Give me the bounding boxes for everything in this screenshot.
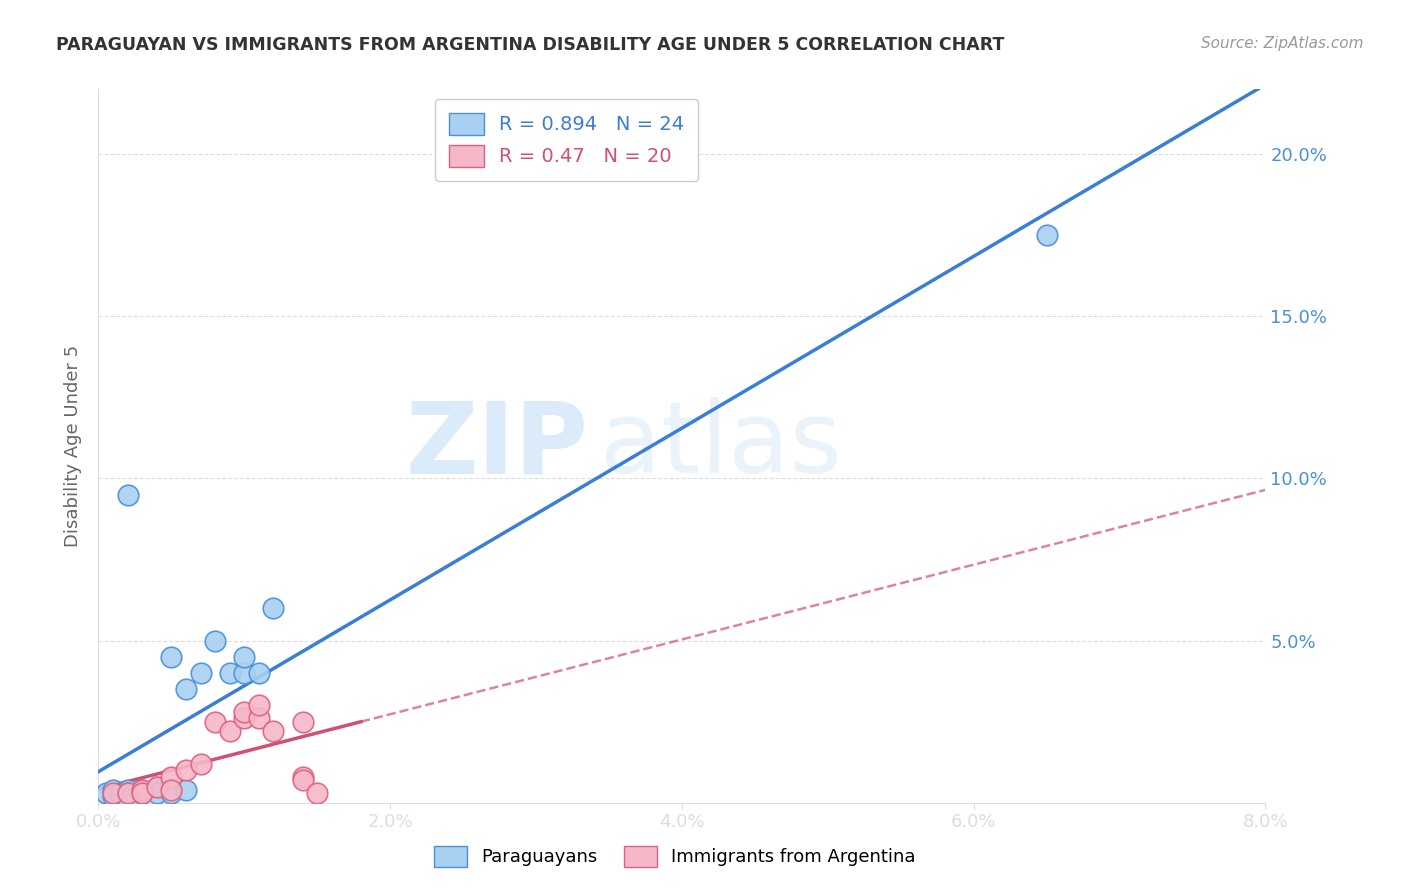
Point <box>131 782 153 797</box>
Legend: R = 0.894   N = 24, R = 0.47   N = 20: R = 0.894 N = 24, R = 0.47 N = 20 <box>434 99 697 181</box>
Point <box>233 649 256 664</box>
Point <box>174 782 197 797</box>
Point <box>291 773 314 788</box>
Point <box>1035 228 1057 243</box>
Point <box>117 786 139 800</box>
Point <box>204 633 226 648</box>
Point <box>117 792 139 806</box>
Point <box>190 666 212 681</box>
Point <box>94 786 117 800</box>
Point <box>247 711 270 725</box>
Point <box>131 786 153 800</box>
Point <box>291 714 314 729</box>
Text: atlas: atlas <box>600 398 842 494</box>
Point <box>247 666 270 681</box>
Point <box>101 786 124 800</box>
Point <box>110 786 132 800</box>
Point <box>117 786 139 800</box>
Point <box>101 789 124 804</box>
Point <box>233 705 256 719</box>
Point <box>160 786 183 800</box>
Point <box>146 780 169 794</box>
Point <box>307 786 329 800</box>
Point <box>204 714 226 729</box>
Point <box>190 756 212 771</box>
Point <box>174 682 197 697</box>
Point <box>117 488 139 502</box>
Point <box>146 786 169 800</box>
Point <box>233 711 256 725</box>
Point <box>160 782 183 797</box>
Point <box>117 782 139 797</box>
Point <box>146 780 169 794</box>
Point <box>160 649 183 664</box>
Point <box>247 698 270 713</box>
Point <box>131 782 153 797</box>
Point <box>262 601 284 615</box>
Point <box>101 782 124 797</box>
Point <box>131 786 153 800</box>
Point <box>291 770 314 784</box>
Legend: Paraguayans, Immigrants from Argentina: Paraguayans, Immigrants from Argentina <box>427 838 922 874</box>
Text: PARAGUAYAN VS IMMIGRANTS FROM ARGENTINA DISABILITY AGE UNDER 5 CORRELATION CHART: PARAGUAYAN VS IMMIGRANTS FROM ARGENTINA … <box>56 36 1005 54</box>
Point <box>160 770 183 784</box>
Point <box>218 666 240 681</box>
Point <box>174 764 197 778</box>
Y-axis label: Disability Age Under 5: Disability Age Under 5 <box>65 345 83 547</box>
Text: ZIP: ZIP <box>406 398 589 494</box>
Text: Source: ZipAtlas.com: Source: ZipAtlas.com <box>1201 36 1364 51</box>
Point <box>218 724 240 739</box>
Point <box>262 724 284 739</box>
Point <box>233 666 256 681</box>
